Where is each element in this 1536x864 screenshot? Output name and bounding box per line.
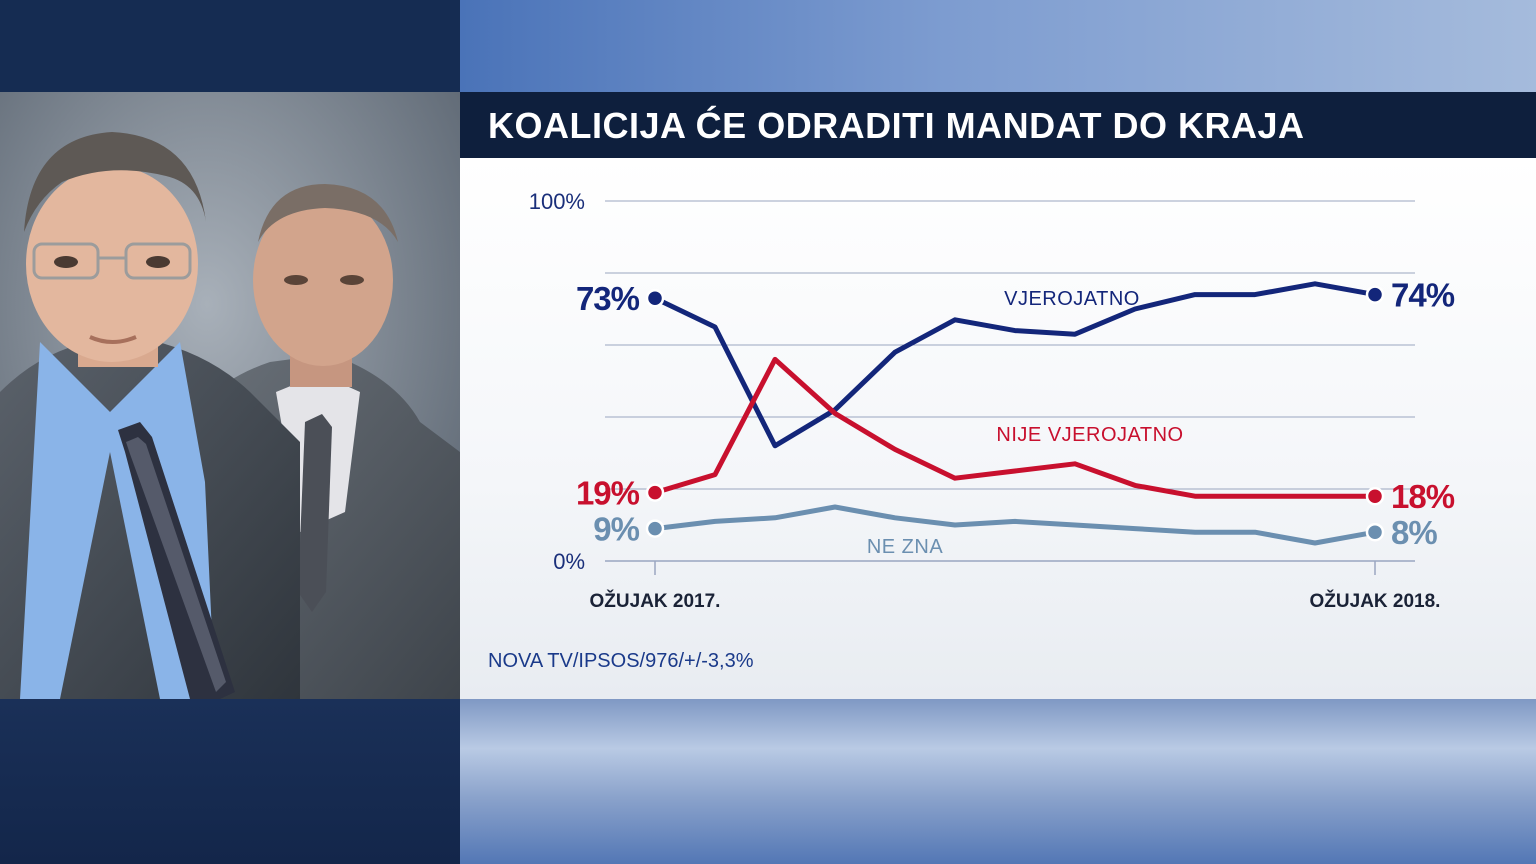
line-chart: 100% 0%OŽUJAK 2017. OŽUJAK 2018. 73% 74% VJER… bbox=[529, 189, 1456, 612]
y-tick-label: 0% bbox=[553, 549, 585, 574]
end-point-ne_zna bbox=[1365, 522, 1385, 542]
start-point-ne_zna bbox=[645, 519, 665, 538]
end-point-nije_vjerojatno bbox=[1365, 486, 1385, 506]
start-value-label-nije_vjerojatno: 19% bbox=[576, 475, 640, 512]
end-value-label-vjerojatno: 74% bbox=[1391, 277, 1455, 314]
chart-title: KOALICIJA ĆE ODRADITI MANDAT DO KRAJA bbox=[488, 105, 1305, 146]
right-top-band bbox=[460, 0, 1536, 92]
start-value-label-ne_zna: 9% bbox=[593, 511, 639, 548]
series-name-label-ne_zna: NE ZNA bbox=[867, 536, 944, 558]
title-bar: KOALICIJA ĆE ODRADITI MANDAT DO KRAJA bbox=[460, 92, 1536, 158]
y-tick-label: 100% bbox=[529, 189, 585, 214]
source-note: NOVA TV/IPSOS/976/+/-3,3% bbox=[488, 650, 754, 672]
left-top-band bbox=[0, 0, 460, 92]
series-line-vjerojatno bbox=[652, 281, 1378, 449]
start-value-label-vjerojatno: 73% bbox=[576, 280, 640, 317]
series-name-label-vjerojatno: VJEROJATNO bbox=[1004, 288, 1140, 310]
politicians-photo bbox=[0, 92, 460, 699]
right-bottom-band bbox=[460, 699, 1536, 864]
start-point-nije_vjerojatno bbox=[645, 483, 665, 502]
chart-panel: 100% 0% OŽUJAK 2017. OŽUJAK 2018. 73% 74% VJER… bbox=[460, 158, 1536, 699]
x-start-label: OŽUJAK 2017. bbox=[590, 590, 721, 612]
end-point-vjerojatno bbox=[1365, 285, 1385, 304]
left-bottom-band bbox=[0, 699, 460, 864]
series-line-ne_zna bbox=[652, 504, 1378, 546]
end-value-label-ne_zna: 8% bbox=[1391, 514, 1437, 551]
x-end-label: OŽUJAK 2018. bbox=[1310, 590, 1441, 612]
series-name-label-nije_vjerojatno: NIJE VJEROJATNO bbox=[996, 424, 1183, 446]
series-line-nije_vjerojatno bbox=[652, 356, 1378, 499]
start-point-vjerojatno bbox=[645, 288, 665, 308]
end-value-label-nije_vjerojatno: 18% bbox=[1391, 478, 1455, 515]
